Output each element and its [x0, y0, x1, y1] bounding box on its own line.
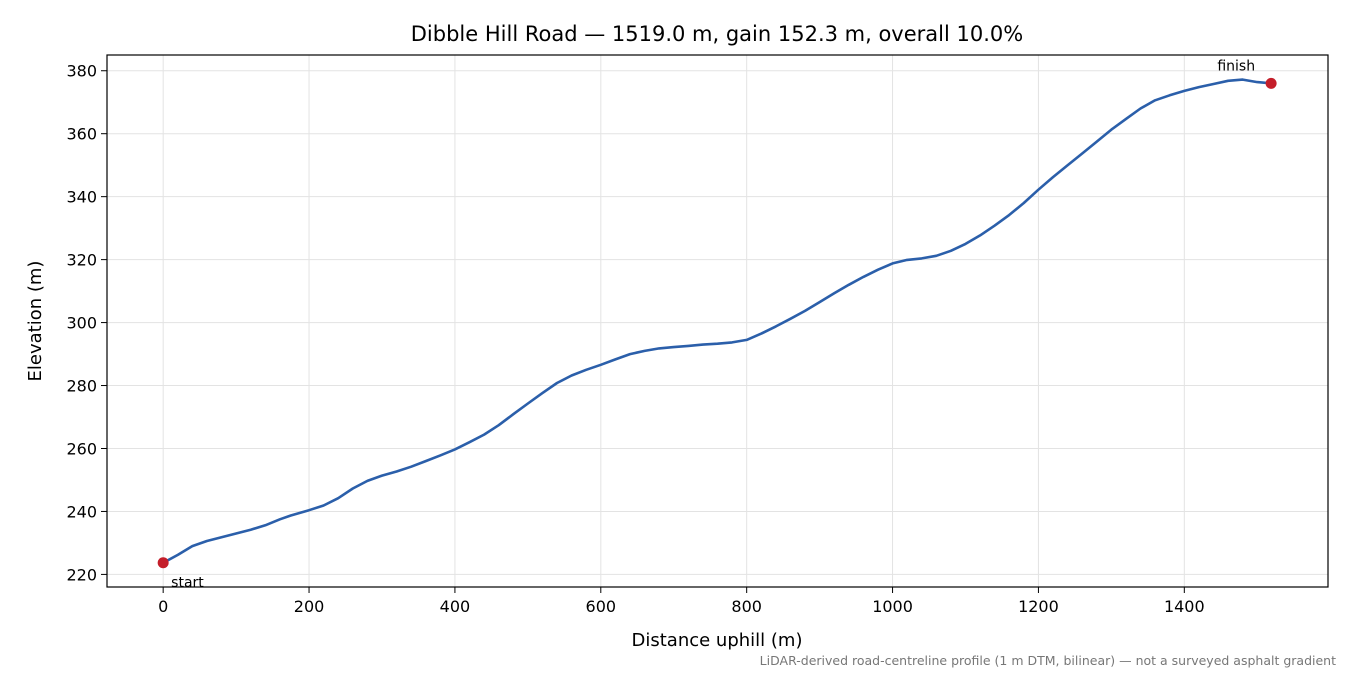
x-tick-label: 200	[294, 597, 325, 616]
y-axis-ticks: 220 240 260 280 300 320 340 360 380	[66, 62, 107, 584]
footnote: LiDAR-derived road-centreline profile (1…	[760, 653, 1336, 668]
y-tick-label: 220	[66, 565, 97, 584]
x-tick-label: 600	[586, 597, 617, 616]
plot-data: start finish	[157, 58, 1277, 591]
x-tick-label: 1000	[872, 597, 913, 616]
x-axis-label: Distance uphill (m)	[632, 630, 803, 651]
finish-marker	[1265, 77, 1277, 89]
finish-label: finish	[1217, 58, 1255, 74]
start-marker	[157, 557, 169, 569]
chart-title: Dibble Hill Road — 1519.0 m, gain 152.3 …	[411, 22, 1023, 46]
plot-frame	[106, 54, 1329, 588]
y-tick-label: 340	[66, 188, 97, 207]
y-tick-label: 300	[66, 314, 97, 333]
elevation-line	[161, 78, 1273, 565]
x-tick-label: 1200	[1018, 597, 1059, 616]
y-tick-label: 320	[66, 251, 97, 270]
y-axis-label: Elevation (m)	[25, 261, 46, 382]
y-tick-label: 380	[66, 62, 97, 81]
y-tick-label: 360	[66, 125, 97, 144]
x-tick-label: 1400	[1164, 597, 1205, 616]
grid-lines	[107, 55, 1328, 587]
y-tick-label: 240	[66, 502, 97, 521]
x-axis-ticks: 0 200 400 600 800 1000 1200 1400	[158, 587, 1205, 616]
start-label: start	[171, 575, 204, 591]
y-tick-label: 280	[66, 377, 97, 396]
x-tick-label: 400	[440, 597, 471, 616]
x-tick-label: 0	[158, 597, 168, 616]
y-tick-label: 260	[66, 439, 97, 458]
x-tick-label: 800	[731, 597, 762, 616]
